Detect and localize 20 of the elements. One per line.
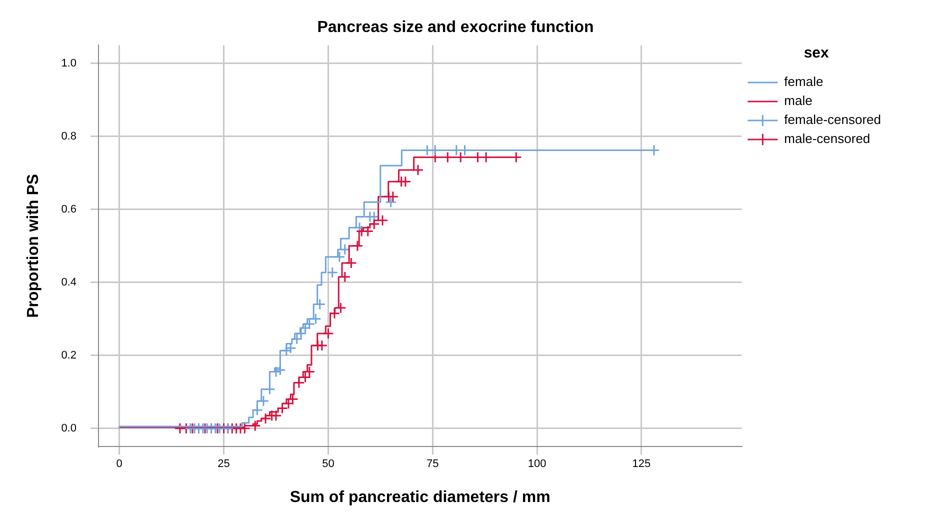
y-tick-label: 1.0 (61, 57, 76, 70)
legend-label: male (784, 93, 812, 108)
y-tick-label: 0.2 (61, 349, 76, 362)
y-tick-label: 0.0 (61, 422, 76, 434)
x-axis-title: Sum of pancreatic diameters / mm (290, 488, 550, 506)
x-tick-label: 25 (218, 458, 230, 470)
y-tick-label: 0.6 (61, 203, 76, 216)
x-tick-label: 0 (116, 458, 122, 470)
legend-label: male-censored (784, 131, 870, 146)
y-tick-label: 0.4 (61, 276, 76, 288)
legend-label: female-censored (784, 112, 881, 128)
x-tick-label: 100 (528, 458, 546, 470)
x-tick-label: 125 (632, 458, 651, 470)
legend-title: sex (804, 44, 830, 62)
chart-title: Pancreas size and exocrine function (317, 19, 594, 36)
legend-label: female (784, 74, 824, 90)
x-tick-label: 50 (322, 458, 334, 470)
y-tick-label: 0.8 (61, 130, 76, 142)
y-axis-title: Proportion with PS (25, 174, 42, 318)
x-tick-label: 75 (426, 458, 439, 470)
